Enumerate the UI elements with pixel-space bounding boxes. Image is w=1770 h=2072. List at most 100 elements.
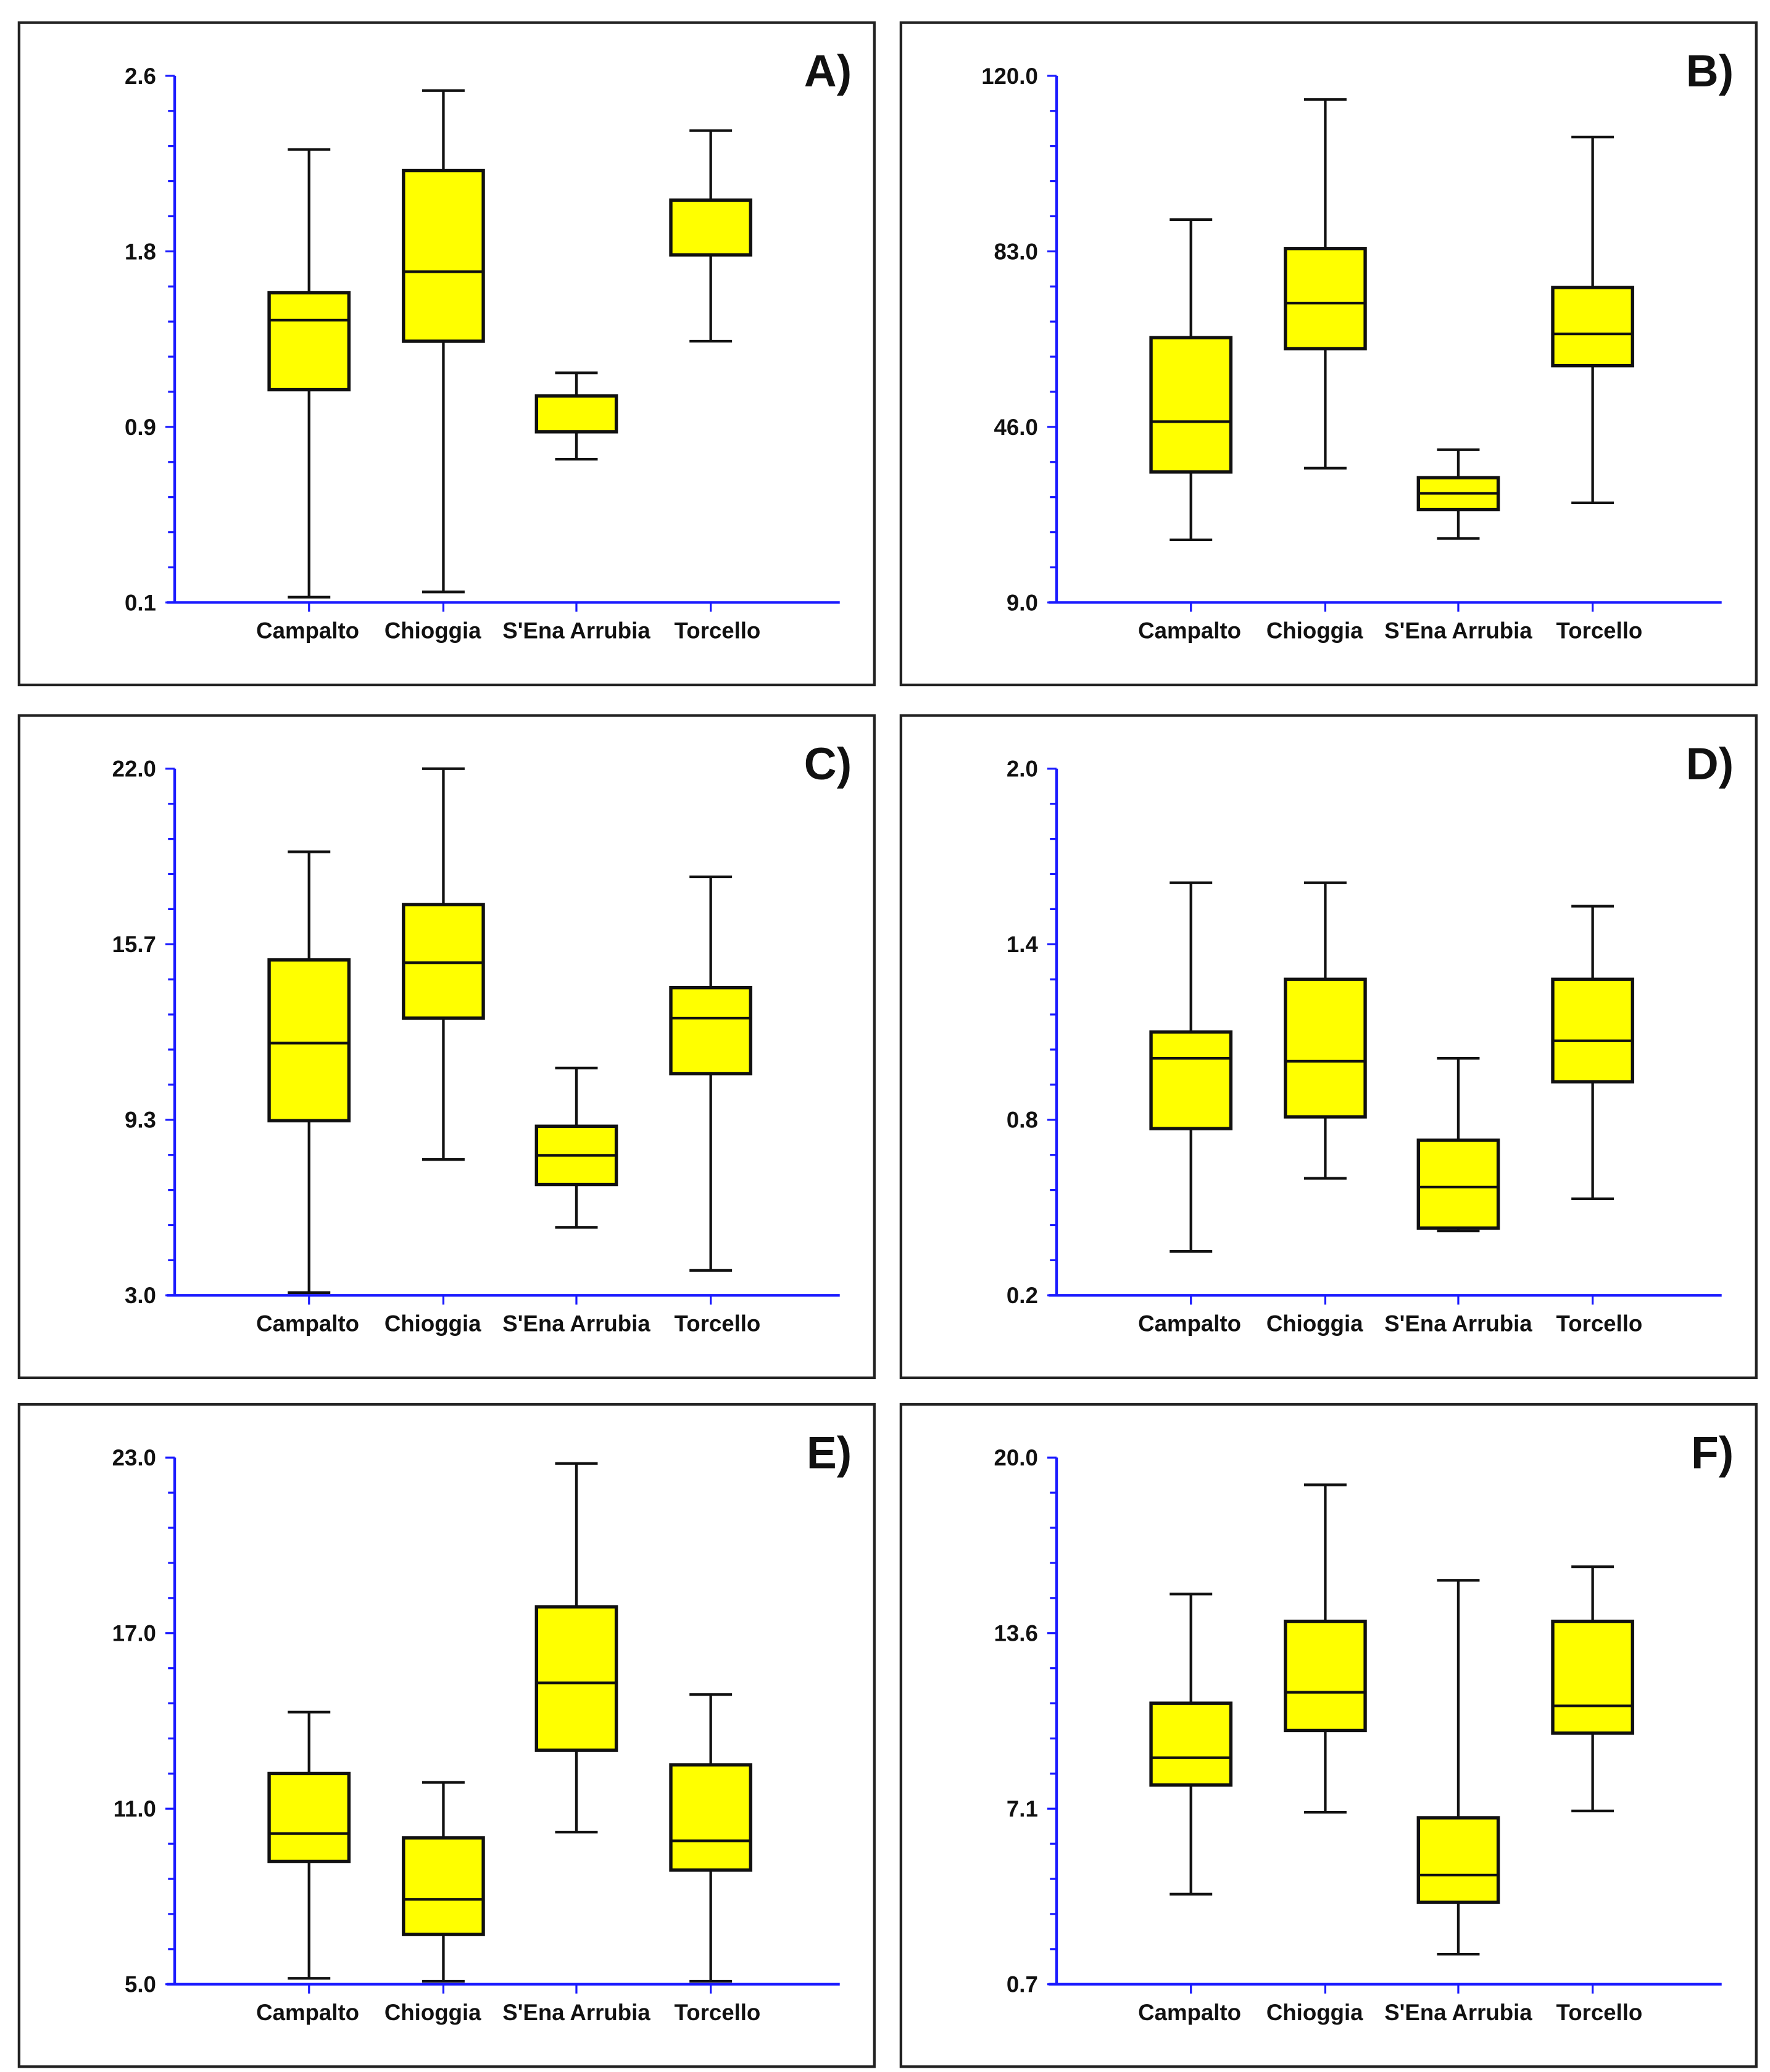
box-torcello: [669, 129, 753, 343]
box-campalto: [1149, 881, 1233, 1253]
y-tick-label: 0.1: [125, 590, 156, 615]
y-tick-label: 120.0: [981, 64, 1038, 89]
iqr-box: [402, 1836, 485, 1936]
iqr-box: [1551, 286, 1634, 368]
iqr-box: [1284, 247, 1367, 350]
panel-b: 9.0 46.0 83.0 120.0 B) Campalto Chioggia S'Ena …: [899, 21, 1758, 687]
box-chioggia: [1284, 881, 1367, 1180]
x-tick-label: S'Ena Arrubia: [1384, 1311, 1532, 1336]
iqr-box: [1416, 1138, 1500, 1230]
x-tick-label: S'Ena Arrubia: [1384, 618, 1532, 644]
y-tick-label: 0.8: [1007, 1108, 1038, 1133]
iqr-box: [1416, 1816, 1500, 1904]
y-tick-label: 1.8: [125, 239, 156, 264]
iqr-box: [267, 291, 351, 392]
iqr-box: [1149, 1701, 1233, 1787]
panel-label: A): [804, 46, 852, 96]
iqr-box: [1149, 336, 1233, 474]
box-s-ena-arrubia: [534, 1066, 618, 1229]
box-chioggia: [1284, 98, 1367, 470]
x-tick-label: Torcello: [1556, 1311, 1643, 1336]
iqr-box: [402, 903, 485, 1020]
box-campalto: [267, 1710, 351, 1980]
x-tick-label: Chioggia: [1266, 618, 1363, 644]
iqr-box: [1284, 977, 1367, 1119]
y-tick-label: 0.9: [125, 415, 156, 440]
panel-a: 0.1 0.9 1.8 2.6 A) Campalto Chioggia S'Ena Arru…: [17, 21, 876, 687]
y-tick-label: 15.7: [112, 932, 156, 957]
x-tick-label: Chioggia: [384, 618, 481, 644]
panel-label: D): [1686, 739, 1734, 789]
y-tick-label: 23.0: [112, 1445, 156, 1470]
iqr-box: [669, 1763, 753, 1872]
x-tick-label: Campalto: [256, 618, 359, 644]
x-tick-label: Chioggia: [384, 2000, 481, 2025]
box-campalto: [1149, 1593, 1233, 1896]
box-s-ena-arrubia: [1416, 1057, 1500, 1233]
box-chioggia: [1284, 1483, 1367, 1814]
panel-label: B): [1686, 46, 1734, 96]
x-tick-label: Torcello: [675, 2000, 761, 2025]
x-tick-label: Torcello: [1556, 618, 1643, 644]
panel-frame: [17, 21, 876, 687]
y-tick-label: 17.0: [112, 1621, 156, 1646]
panel-frame: [899, 1403, 1758, 2068]
iqr-box: [1551, 1619, 1634, 1735]
box-torcello: [1551, 1565, 1634, 1813]
box-s-ena-arrubia: [534, 371, 618, 461]
iqr-box: [534, 394, 618, 434]
box-s-ena-arrubia: [534, 1462, 618, 1834]
iqr-box: [267, 1772, 351, 1863]
y-tick-label: 0.2: [1007, 1283, 1038, 1308]
y-tick-label: 2.0: [1007, 756, 1038, 782]
y-tick-label: 3.0: [125, 1283, 156, 1308]
x-tick-label: S'Ena Arrubia: [1384, 2000, 1532, 2025]
y-tick-label: 7.1: [1007, 1796, 1038, 1821]
y-tick-label: 20.0: [994, 1445, 1038, 1470]
y-tick-label: 2.6: [125, 64, 156, 89]
y-tick-label: 9.0: [1007, 590, 1038, 615]
x-tick-label: Chioggia: [1266, 1311, 1363, 1336]
iqr-box: [669, 198, 753, 257]
box-campalto: [267, 148, 351, 599]
y-tick-label: 5.0: [125, 1972, 156, 1997]
box-s-ena-arrubia: [1416, 1579, 1500, 1956]
x-tick-label: Campalto: [1138, 2000, 1241, 2025]
panel-f: 0.7 7.1 13.6 20.0 F) Campalto Chioggia S'Ena Ar…: [899, 1403, 1758, 2068]
x-tick-label: S'Ena Arrubia: [502, 1311, 650, 1336]
box-torcello: [1551, 905, 1634, 1200]
x-tick-label: S'Ena Arrubia: [502, 618, 650, 644]
iqr-box: [1284, 1619, 1367, 1733]
box-torcello: [669, 875, 753, 1272]
panel-c: 3.0 9.3 15.7 22.0 C) Campalto Chioggia S'Ena Ar…: [17, 714, 876, 1380]
y-tick-label: 13.6: [994, 1621, 1038, 1646]
panel-label: C): [804, 739, 852, 789]
y-tick-label: 22.0: [112, 756, 156, 782]
x-tick-label: S'Ena Arrubia: [502, 2000, 650, 2025]
x-tick-label: Campalto: [256, 1311, 359, 1336]
box-campalto: [267, 850, 351, 1294]
y-tick-label: 46.0: [994, 415, 1038, 440]
y-tick-label: 11.0: [114, 1796, 156, 1821]
panel-frame: [17, 1403, 876, 2068]
x-tick-label: Torcello: [675, 618, 761, 644]
y-tick-label: 0.7: [1007, 1972, 1038, 1997]
box-torcello: [669, 1693, 753, 1983]
iqr-box: [267, 958, 351, 1122]
iqr-box: [402, 168, 485, 343]
iqr-box: [1149, 1030, 1233, 1130]
y-tick-label: 9.3: [125, 1108, 156, 1133]
box-campalto: [1149, 218, 1233, 542]
box-s-ena-arrubia: [1416, 448, 1500, 540]
panel-label: F): [1691, 1427, 1734, 1478]
x-tick-label: Campalto: [1138, 1311, 1241, 1336]
box-chioggia: [402, 767, 485, 1161]
box-chioggia: [402, 89, 485, 594]
x-tick-label: Torcello: [1556, 2000, 1643, 2025]
box-chioggia: [402, 1781, 485, 1983]
panel-e: 5.0 11.0 17.0 23.0 E) Campalto Chioggia S'Ena A…: [17, 1403, 876, 2068]
x-tick-label: Torcello: [675, 1311, 761, 1336]
x-tick-label: Chioggia: [384, 1311, 481, 1336]
iqr-box: [669, 985, 753, 1075]
